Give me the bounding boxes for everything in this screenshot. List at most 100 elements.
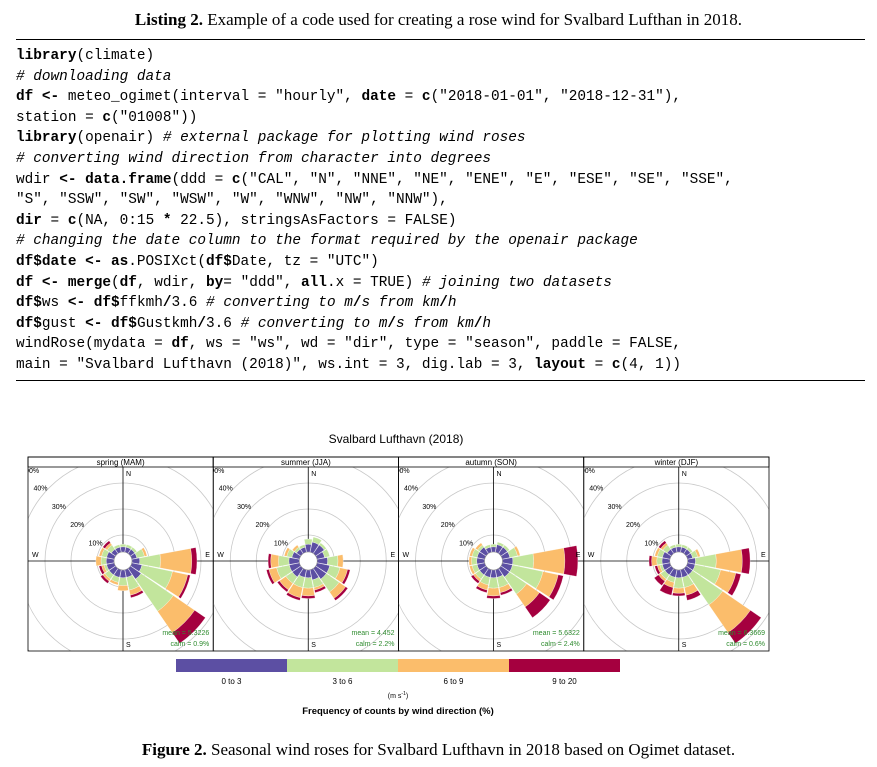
wedge-NNE-bin2	[312, 536, 322, 545]
code-text: (4, 1))	[620, 356, 681, 373]
panel-frame	[583, 456, 770, 652]
panel-mean: mean = 5.3226	[162, 630, 209, 637]
wedge-WNW-bin3	[469, 547, 476, 557]
code-comment: # joining two datasets	[421, 274, 612, 291]
code-text: .POSIXct(	[128, 253, 206, 270]
code-text: (openair)	[76, 130, 163, 147]
panel-calm: calm = 0.9%	[171, 641, 210, 648]
code-text: meteo_ogimet(interval = "hourly",	[59, 89, 362, 106]
legend-label-bin1: 0 to 3	[221, 677, 242, 686]
wedge-ESE-bin4	[548, 574, 564, 601]
code-keyword: c	[67, 212, 77, 229]
wedge-NNW-bin2	[298, 544, 306, 550]
code-comment: # changing the date column to the format…	[16, 233, 638, 250]
code-text: 3.6	[171, 295, 207, 312]
radial-tick-label: 30%	[608, 504, 622, 511]
radial-tick-label: 40%	[589, 485, 603, 492]
wind-rose-svg: Svalbard Lufthavn (2018) 0% 10% 20% 30% 40% 5…	[15, 432, 770, 717]
code-comment: h	[447, 295, 457, 312]
calm-circle	[484, 551, 503, 571]
wedge-ESE-bin4	[178, 574, 191, 599]
radial-tick-label: 10%	[274, 541, 288, 548]
code-line: "S", "SSW", "SW", "WSW", "W", "WNW", "NW…	[16, 192, 448, 208]
code-text: windRose(mydata =	[16, 336, 172, 353]
radial-tick-label: 50%	[15, 467, 29, 474]
code-text: , ws = "ws", wd = "dir", type = "season"…	[188, 336, 681, 353]
code-text: ws	[41, 295, 68, 312]
code-line: wdir <- data.frame(ddd = c("CAL", "N", "…	[16, 172, 733, 188]
wedge-SSW-bin4	[659, 583, 674, 596]
wedge-NNE-bin2	[681, 544, 689, 550]
code-line: dir = c(NA, 0:15 * 22.5), stringsAsFacto…	[16, 213, 456, 229]
radial-tick-label: 30%	[52, 504, 66, 511]
wedge-SE-bin4	[172, 610, 206, 644]
code-text: Gustkmh	[136, 315, 198, 332]
code-text: 3.6	[206, 315, 241, 332]
radial-tick-label: 50%	[200, 467, 214, 474]
listing-label: Listing 2.	[134, 10, 203, 29]
radial-tick-label: 30%	[422, 504, 436, 511]
wedge-SSE-bin4	[685, 590, 701, 601]
wedge-NW-bin3	[292, 544, 299, 552]
code-keyword: /	[162, 295, 172, 312]
code-comment: # converting to m	[240, 315, 388, 332]
compass-w: W	[32, 552, 39, 559]
wedge-E-bin3	[532, 547, 566, 575]
wedge-SSE-bin4	[130, 590, 144, 598]
legend-units: (m s-1)	[388, 691, 408, 700]
compass-n: N	[311, 471, 316, 478]
wedge-E-bin2	[327, 555, 339, 567]
code-line: # downloading data	[16, 69, 171, 85]
radial-tick-label: 0%	[400, 468, 410, 475]
code-text: , wdir,	[136, 274, 207, 291]
wedge-WNW-bin3	[284, 547, 291, 557]
panel-strip-label: summer (JJA)	[281, 458, 331, 467]
code-text: "S", "SSW", "SW", "WSW", "W", "WNW", "NW…	[16, 192, 448, 209]
code-keyword: layout	[534, 356, 586, 373]
code-line: station = c("01008"))	[16, 110, 197, 126]
wedge-W-bin2	[278, 555, 290, 567]
wedge-N-bin1	[120, 546, 126, 553]
code-keyword: /	[439, 295, 448, 312]
wedge-WSW-bin4	[98, 565, 105, 575]
code-line: df$gust <- df$Gustkmh/3.6 # converting t…	[16, 316, 491, 332]
legend-swatch-bin3	[398, 659, 509, 672]
compass-e: E	[205, 552, 210, 559]
wedge-W-bin3	[468, 556, 473, 566]
panel-mean: mean = 5.6322	[533, 630, 580, 637]
code-text: station =	[16, 109, 103, 126]
code-keyword: c	[611, 356, 621, 373]
code-text: .x = TRUE)	[326, 274, 422, 291]
wedge-ESE-bin4	[727, 572, 742, 596]
wedge-NNW-bin2	[113, 544, 121, 550]
code-keyword: *	[162, 212, 172, 229]
code-text: (climate)	[76, 48, 155, 64]
wedge-W-bin2	[100, 556, 107, 566]
wedge-S-bin2	[303, 577, 314, 589]
wedge-NNW-bin2	[669, 544, 676, 550]
radial-tick-label: 30%	[237, 504, 251, 511]
code-keyword: df$	[16, 295, 42, 312]
compass-e: E	[576, 552, 581, 559]
code-comment: h	[482, 315, 492, 332]
code-comment: # converting wind direction from charact…	[16, 150, 491, 167]
code-keyword: /	[197, 315, 207, 332]
code-keyword: library	[16, 130, 77, 147]
code-text: ffkmh	[119, 295, 163, 312]
code-text: =	[585, 356, 612, 373]
wedge-NNW-bin2	[484, 544, 491, 550]
compass-s: S	[682, 642, 687, 649]
wedge-NNE-bin2	[496, 541, 505, 548]
wedge-NE-bin2	[130, 546, 138, 554]
wedge-S-bin2	[673, 577, 684, 589]
wedge-W-bin3	[651, 555, 658, 567]
calm-circle	[113, 551, 133, 571]
code-keyword: <- df$	[85, 315, 137, 332]
radial-tick-label: 40%	[33, 485, 47, 492]
code-text: 22.5), stringsAsFactors = FALSE)	[171, 212, 457, 229]
